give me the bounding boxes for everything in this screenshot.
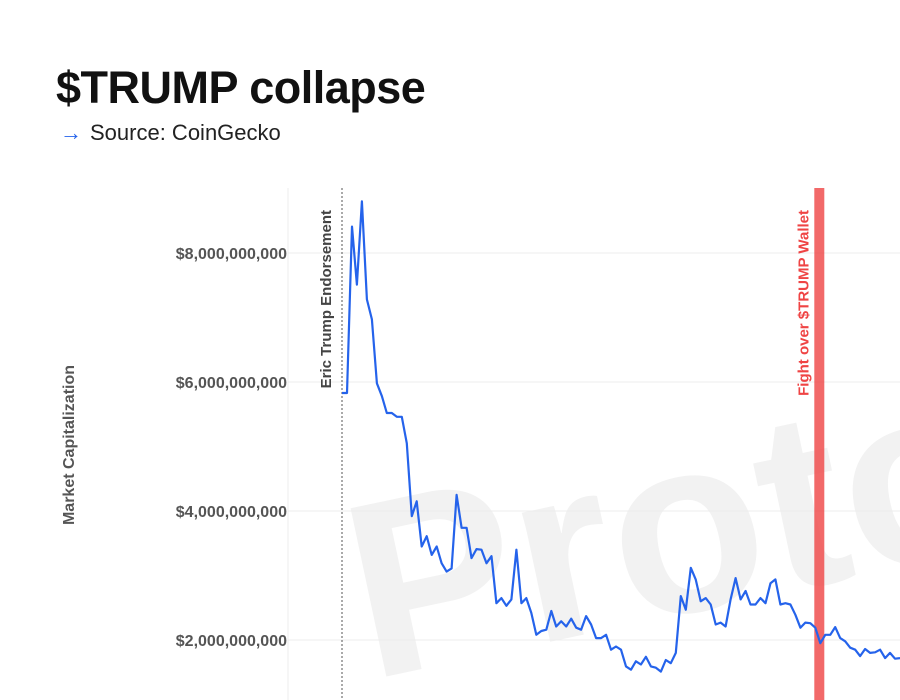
y-tick-label: $4,000,000,000: [176, 504, 287, 521]
source-line: → Source: CoinGecko: [60, 120, 281, 146]
y-tick-label: $6,000,000,000: [176, 375, 287, 392]
chart-title: $TRUMP collapse: [56, 62, 426, 113]
watermark: Proto: [323, 323, 900, 700]
source-text: Source: CoinGecko: [90, 120, 281, 145]
market-cap-line: [342, 200, 900, 673]
y-axis-label: Market Capitalization: [61, 365, 78, 525]
event-band: [814, 188, 825, 700]
event-label: Eric Trump Endorsement: [318, 210, 335, 388]
arrow-right-icon: →: [60, 120, 82, 145]
y-tick-label: $2,000,000,000: [176, 633, 287, 650]
event-label: Fight over $TRUMP Wallet: [795, 210, 812, 396]
y-tick-label: $8,000,000,000: [176, 246, 287, 263]
